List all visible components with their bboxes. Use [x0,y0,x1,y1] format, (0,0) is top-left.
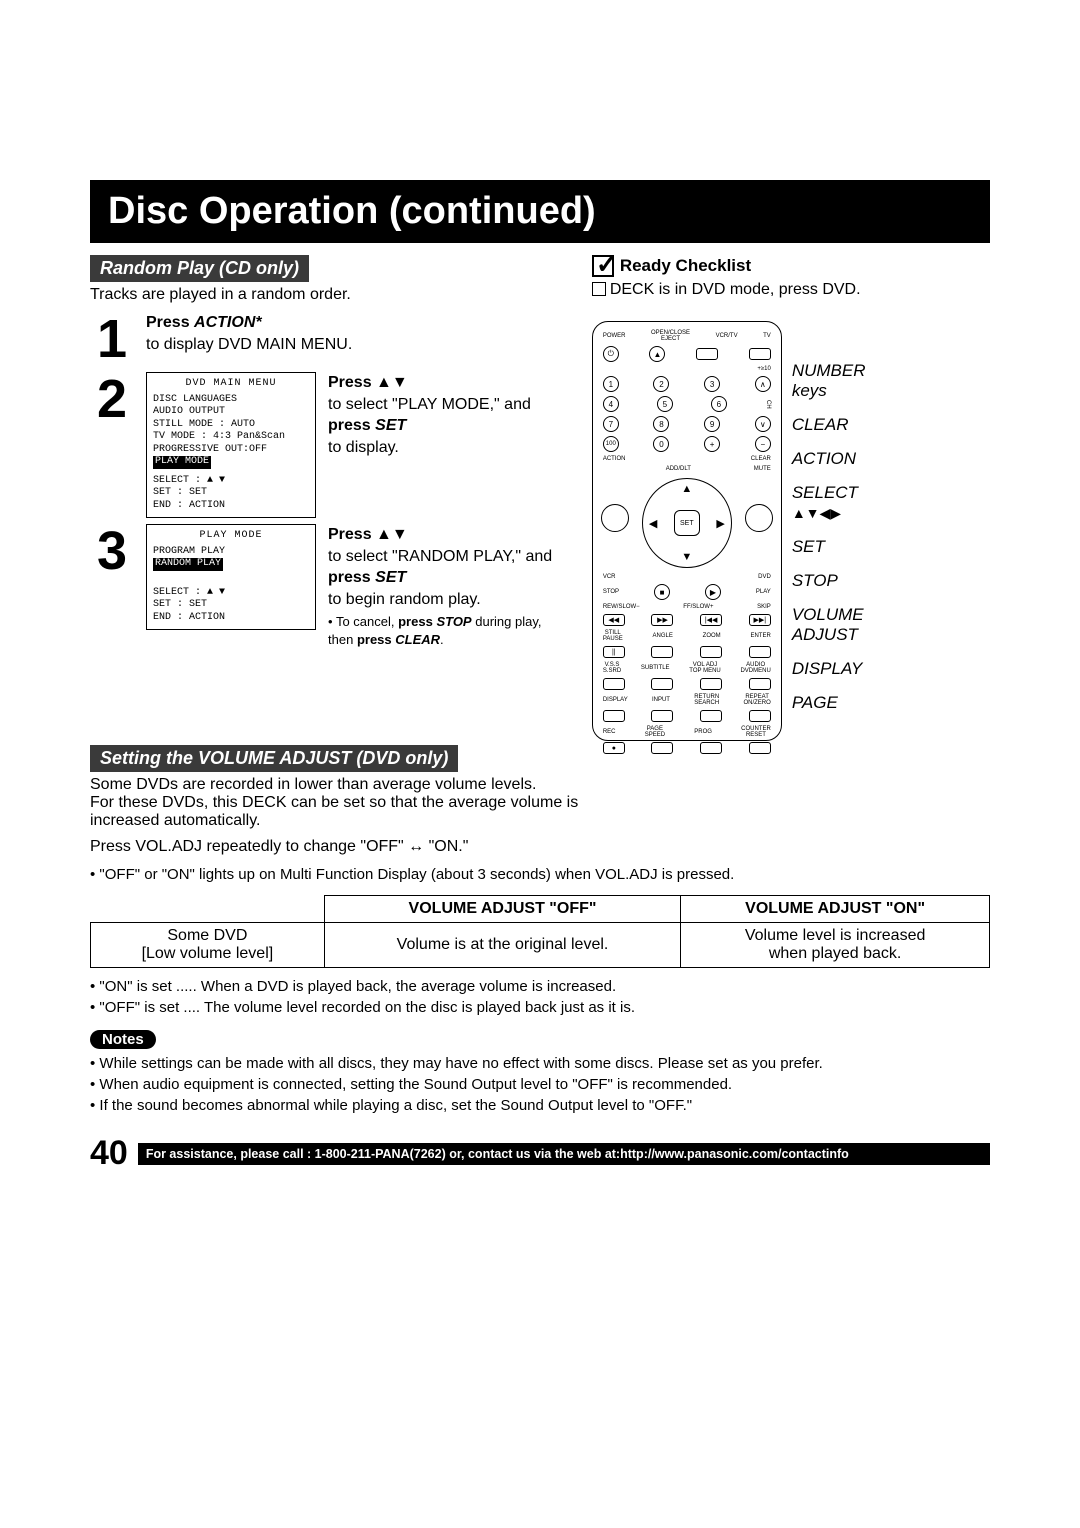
footer-assistance-bar: For assistance, please call : 1-800-211-… [138,1143,990,1165]
note-2: When audio equipment is connected, setti… [90,1074,990,1095]
voladj-after-1: "ON" is set ..... When a DVD is played b… [90,976,990,997]
random-play-intro: Tracks are played in a random order. [90,286,568,304]
note-3: If the sound becomes abnormal while play… [90,1095,990,1116]
step1-action: ACTION* [194,314,262,331]
page-title-bar: Disc Operation (continued) [90,180,990,243]
remote-control-diagram: POWEROPEN/CLOSEEJECTVCR/TVTV ⏻▲ +≥10 123… [592,321,782,741]
step2-press: Press [328,374,372,391]
voladj-bullet-1: "OFF" or "ON" lights up on Multi Functio… [90,864,990,885]
checkbox-icon [592,282,606,296]
step-1-number: 1 [90,312,134,366]
notes-label: Notes [90,1030,156,1049]
step-1: 1 Press ACTION* to display DVD MAIN MENU… [90,312,568,366]
ready-checklist-heading: Ready Checklist [592,255,990,277]
step1-press: Press [146,314,190,331]
play-mode-menu-box: PLAY MODE PROGRAM PLAY RANDOM PLAY SELEC… [146,524,316,630]
random-play-heading: Random Play (CD only) [90,255,309,282]
page-number: 40 [90,1134,128,1173]
step-2: 2 DVD MAIN MENU DISC LANGUAGES AUDIO OUT… [90,372,568,518]
step-3: 3 PLAY MODE PROGRAM PLAY RANDOM PLAY SEL… [90,524,568,648]
remote-callouts: NUMBERkeys CLEAR ACTION SELECT▲▼◀▶ SET S… [792,321,866,713]
step3-arrows: ▲▼ [376,526,408,543]
dvd-main-menu-box: DVD MAIN MENU DISC LANGUAGES AUDIO OUTPU… [146,372,316,518]
step-3-number: 3 [90,524,134,578]
page-title: Disc Operation (continued) [108,190,972,233]
step-2-number: 2 [90,372,134,426]
volume-adjust-heading: Setting the VOLUME ADJUST (DVD only) [90,745,458,772]
volume-adjust-intro: Some DVDs are recorded in lower than ave… [90,776,990,830]
step3-press: Press [328,526,372,543]
checkmark-icon [592,255,614,277]
checklist-item: DECK is in DVD mode, press DVD. [592,281,990,299]
note-1: While settings can be made with all disc… [90,1053,990,1074]
step1-desc: to display DVD MAIN MENU. [146,336,352,353]
step2-arrows: ▲▼ [376,374,408,391]
volume-adjust-table: VOLUME ADJUST "OFF" VOLUME ADJUST "ON" S… [90,895,990,968]
page-footer: 40 For assistance, please call : 1-800-2… [90,1134,990,1173]
voladj-after-2: "OFF" is set .... The volume level recor… [90,997,990,1018]
